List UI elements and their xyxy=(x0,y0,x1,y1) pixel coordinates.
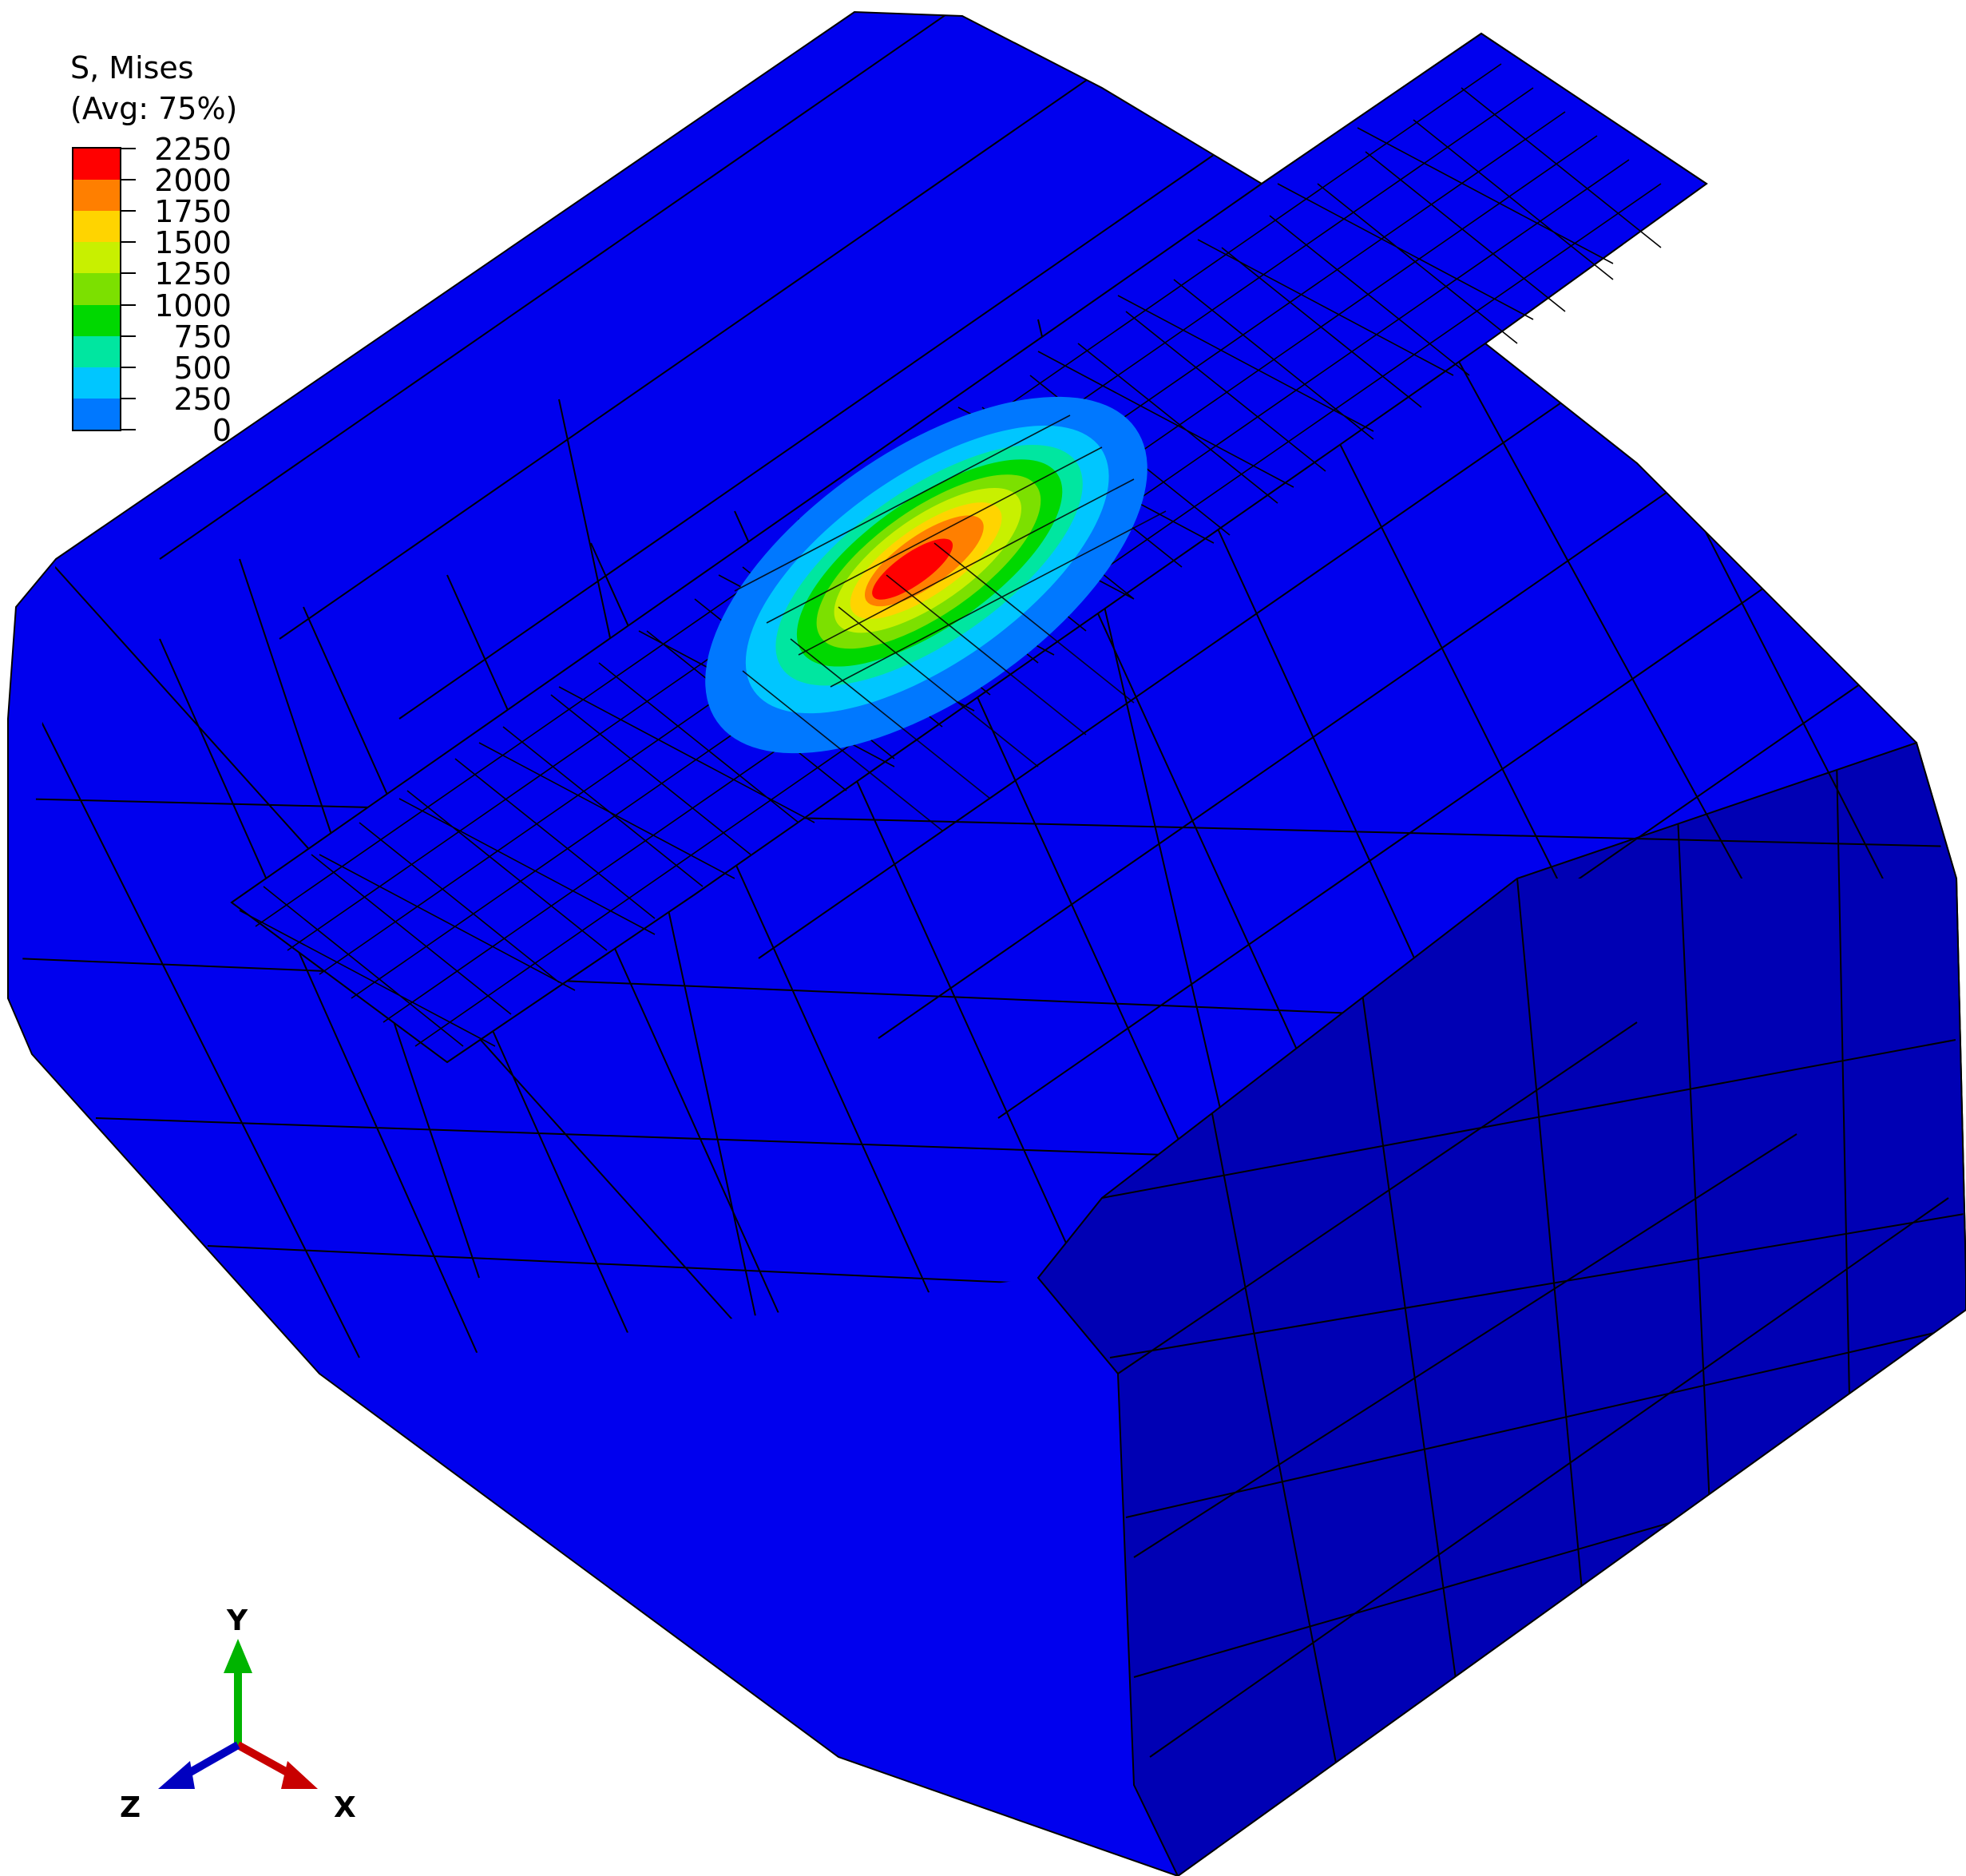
legend-tick xyxy=(121,429,136,430)
legend-swatch xyxy=(73,398,120,430)
z-arrow-icon xyxy=(158,1761,195,1789)
legend-swatch xyxy=(73,335,120,367)
legend-tick xyxy=(121,335,136,337)
legend-tick-label: 500 xyxy=(173,350,232,386)
legend-tick xyxy=(121,179,136,181)
legend-swatch xyxy=(73,367,120,399)
legend-color-bar xyxy=(72,147,121,431)
legend-swatch xyxy=(73,211,120,243)
axis-triad xyxy=(158,1639,318,1789)
x-axis-label: X xyxy=(334,1791,356,1824)
y-arrow-icon xyxy=(224,1639,252,1673)
stress-contour xyxy=(705,396,1147,754)
legend-swatch xyxy=(73,304,120,336)
legend-tick xyxy=(121,397,136,399)
z-axis-label: Z xyxy=(120,1791,141,1824)
legend-tick-label: 2000 xyxy=(154,163,232,199)
legend-tick xyxy=(121,148,136,149)
legend-tick xyxy=(121,241,136,244)
legend-tick-label: 2250 xyxy=(154,132,232,167)
legend-swatch xyxy=(73,149,120,180)
contour-2250 xyxy=(872,538,953,600)
legend-swatch xyxy=(73,273,120,305)
legend-tick xyxy=(121,210,136,212)
legend-tick-label: 750 xyxy=(173,319,232,355)
legend-tick-label: 1250 xyxy=(154,256,232,292)
legend-tick-label: 0 xyxy=(212,413,232,448)
legend-tick-label: 1500 xyxy=(154,225,232,261)
legend-tick-label: 250 xyxy=(173,381,232,417)
legend-tick-label: 1750 xyxy=(154,194,232,230)
side-mesh xyxy=(1101,758,1966,1876)
legend-tick-label: 1000 xyxy=(154,288,232,323)
legend-swatch xyxy=(73,242,120,274)
y-axis-label: Y xyxy=(227,1604,248,1637)
x-arrow-icon xyxy=(281,1761,318,1789)
legend-swatch xyxy=(73,180,120,212)
legend-tick xyxy=(121,303,136,306)
contour-mesh-overlay xyxy=(734,414,1167,831)
legend-tick xyxy=(121,272,136,275)
legend-title: S, Mises xyxy=(70,50,194,85)
legend-subtitle: (Avg: 75%) xyxy=(70,91,238,126)
legend-tick xyxy=(121,366,136,368)
model-side-face xyxy=(1037,741,1966,1876)
